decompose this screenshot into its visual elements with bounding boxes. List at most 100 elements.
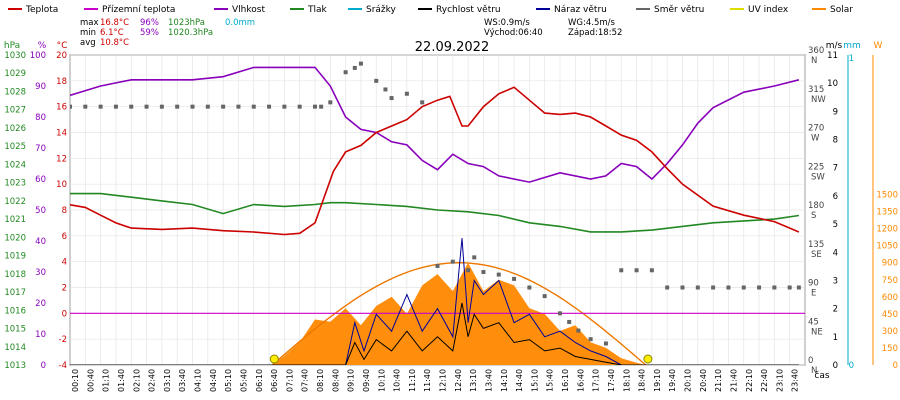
tick-dir-0: 0	[808, 356, 813, 366]
tick-dir-name-8: N	[811, 56, 817, 66]
tick-w-8: 1200	[876, 225, 898, 235]
tick-pct-0: 0	[41, 361, 46, 371]
legend-label-1: Přízemní teplota	[102, 5, 175, 15]
tick-time-24: 12:10	[439, 369, 448, 392]
wind-dir-point-37	[567, 319, 572, 324]
wind-dir-point-42	[634, 268, 639, 273]
tick-ms-9: 9	[833, 107, 838, 117]
stat-1: 16.8°C	[100, 18, 129, 28]
axis-title-time: čas	[814, 370, 829, 381]
tick-time-36: 18:10	[622, 369, 631, 392]
tick-time-0: 00:10	[71, 369, 80, 392]
stat-6: 6.1°C	[100, 28, 124, 38]
tick-pct-7: 70	[35, 144, 46, 154]
tick-hpa-5: 1018	[4, 270, 26, 280]
tick-c-12: 20	[56, 51, 67, 61]
tick-dir-name-6: W	[811, 134, 820, 144]
stat-8: 1020.3hPa	[168, 28, 213, 38]
tick-pct-4: 40	[35, 237, 46, 247]
wind-dir-point-19	[343, 70, 348, 75]
tick-time-29: 14:40	[515, 369, 524, 392]
stat-0: max	[80, 18, 99, 28]
wind-dir-point-52	[787, 285, 792, 290]
tick-pct-2: 20	[35, 299, 46, 309]
tick-time-32: 16:10	[561, 369, 570, 392]
tick-time-43: 21:40	[729, 369, 738, 392]
tick-time-25: 12:40	[454, 369, 463, 392]
legend-label-5: Rychlost větru	[436, 5, 501, 15]
tick-hpa-3: 1016	[4, 306, 26, 316]
tick-mm-1: 1	[849, 54, 854, 64]
tick-time-8: 04:10	[194, 369, 203, 392]
stat-2: 96%	[140, 18, 159, 28]
tick-dir-5: 225	[808, 162, 824, 172]
tick-hpa-11: 1024	[4, 160, 26, 170]
wind-dir-point-46	[695, 285, 700, 290]
wind-dir-point-20	[352, 65, 357, 70]
tick-hpa-6: 1019	[4, 252, 26, 262]
tick-time-23: 11:40	[423, 369, 432, 392]
tick-hpa-1: 1014	[4, 343, 26, 353]
tick-dir-name-4: S	[811, 211, 816, 221]
tick-time-34: 17:10	[592, 369, 601, 392]
stat-12: WG:4.5m/s	[568, 18, 616, 28]
axis-title-hpa: hPa	[4, 41, 20, 51]
wind-dir-point-12	[251, 104, 256, 109]
tick-time-41: 20:40	[699, 369, 708, 392]
tick-hpa-9: 1022	[4, 197, 26, 207]
tick-time-46: 23:10	[775, 369, 784, 392]
wind-dir-point-41	[619, 268, 624, 273]
legend-label-0: Teplota	[25, 5, 58, 15]
tick-hpa-16: 1029	[4, 69, 26, 79]
tick-ms-5: 5	[833, 220, 838, 230]
tick-time-11: 05:40	[239, 369, 248, 392]
tick-dir-4: 180	[808, 201, 824, 211]
tick-w-6: 900	[882, 259, 898, 269]
wind-dir-point-50	[757, 285, 762, 290]
axis-title-c: °C	[57, 41, 68, 51]
tick-c-6: 8	[62, 206, 67, 216]
tick-ms-3: 3	[833, 276, 838, 286]
tick-hpa-0: 1013	[4, 361, 26, 371]
tick-ms-6: 6	[833, 192, 838, 202]
wind-dir-point-24	[389, 96, 394, 101]
tick-w-5: 750	[882, 276, 898, 286]
wind-speed-line	[70, 302, 799, 365]
tick-dir-2: 90	[808, 279, 819, 289]
stats-block: max 16.8°C 96% 1023hPa 0.0mm min 6.1°C 59% 1020.…	[80, 18, 622, 48]
tick-dir-name-1: NE	[811, 327, 823, 337]
tick-w-1: 150	[882, 344, 898, 354]
tick-hpa-10: 1023	[4, 179, 26, 189]
tick-time-13: 06:40	[270, 369, 279, 392]
tick-time-16: 08:10	[316, 369, 325, 392]
tick-time-38: 19:10	[653, 369, 662, 392]
tick-ms-4: 4	[833, 248, 838, 258]
stat-3: 1023hPa	[168, 18, 205, 28]
wind-dir-point-34	[527, 285, 532, 290]
wind-dir-point-2	[98, 104, 103, 109]
tick-time-7: 03:40	[178, 369, 187, 392]
tick-time-31: 15:40	[546, 369, 555, 392]
tick-time-9: 04:40	[209, 369, 218, 392]
wind-dir-point-36	[558, 311, 562, 316]
legend-label-7: Směr větru	[654, 5, 704, 15]
legend-label-3: Tlak	[307, 5, 328, 15]
tick-time-4: 02:10	[132, 369, 141, 392]
tick-dir-1: 45	[808, 317, 819, 327]
tick-pct-3: 30	[35, 268, 46, 278]
legend-label-9: Solar	[830, 5, 853, 15]
tick-c-4: 4	[62, 258, 67, 268]
stat-4: 0.0mm	[225, 18, 255, 28]
tick-time-6: 03:10	[163, 369, 172, 392]
tick-hpa-13: 1026	[4, 124, 26, 134]
wind-dir-point-17	[319, 104, 324, 109]
tick-time-22: 11:10	[408, 369, 417, 392]
tick-c-7: 10	[56, 180, 67, 190]
wind-dir-point-49	[741, 285, 746, 290]
stat-13: Východ:06:40	[484, 28, 543, 38]
wind-dir-point-39	[588, 337, 593, 342]
tick-hpa-8: 1021	[4, 215, 26, 225]
tick-time-3: 01:40	[117, 369, 126, 392]
wind-dir-point-7	[175, 104, 180, 109]
tick-time-28: 14:10	[500, 369, 509, 392]
